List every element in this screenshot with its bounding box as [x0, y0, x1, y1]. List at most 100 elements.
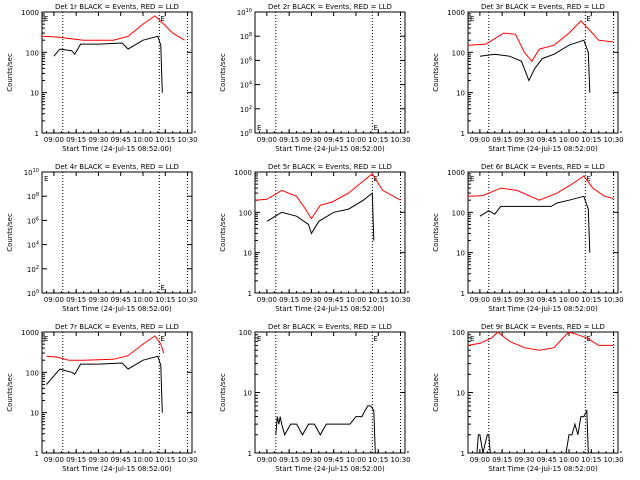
events-series-line [479, 39, 591, 93]
x-tick-label: 09:30 [88, 296, 108, 304]
y-axis-label: Counts/sec [6, 53, 14, 92]
x-tick-label: 10:30 [390, 456, 410, 464]
y-axis-label: Counts/sec [219, 53, 227, 92]
x-tick-label: 09:45 [324, 456, 344, 464]
event-marker: E [257, 124, 261, 132]
y-tick-label: 106 [27, 216, 39, 225]
y-axis-label: Counts/sec [6, 213, 14, 252]
event-marker: E [470, 335, 474, 343]
y-tick-label: 100 [26, 369, 39, 377]
y-tick-label: 1010 [237, 8, 252, 17]
event-marker: E [470, 175, 474, 183]
plot-frame [41, 171, 193, 294]
y-tick-label: 100 [26, 49, 39, 57]
x-axis-label: Start Time (24-Jul-15 08:52:00) [62, 465, 172, 473]
y-tick-label: 102 [240, 105, 252, 114]
x-tick-label: 09:30 [514, 296, 534, 304]
y-tick-label: 10 [243, 390, 252, 398]
x-axis-label: Start Time (24-Jul-15 08:52:00) [488, 305, 598, 313]
x-tick-label: 09:45 [324, 136, 344, 144]
y-axis-label: Counts/sec [432, 373, 440, 412]
lld-series-line [254, 173, 401, 220]
x-tick-label: 09:00 [44, 456, 64, 464]
x-tick-label: 09:30 [301, 456, 321, 464]
panel-title: Det 2r BLACK = Events, RED = LLD [268, 3, 392, 11]
plot-frame [467, 331, 619, 454]
x-tick-label: 09:15 [66, 296, 86, 304]
event-marker: E [44, 335, 48, 343]
y-tick-label: 1 [248, 290, 252, 298]
y-axis-label: Counts/sec [219, 213, 227, 252]
y-tick-label: 100 [239, 209, 252, 217]
x-tick-label: 10:15 [155, 136, 175, 144]
y-tick-label: 100 [240, 129, 252, 138]
event-marker: E [586, 15, 590, 23]
x-axis-label: Start Time (24-Jul-15 08:52:00) [275, 465, 385, 473]
y-tick-label: 1000 [447, 9, 465, 17]
x-tick-label: 10:00 [559, 456, 579, 464]
x-tick-label: 10:15 [581, 456, 601, 464]
x-tick-label: 09:45 [111, 136, 131, 144]
x-tick-label: 09:15 [492, 136, 512, 144]
x-tick-label: 09:00 [470, 296, 490, 304]
x-tick-label: 10:00 [559, 136, 579, 144]
y-tick-label: 10 [456, 390, 465, 398]
x-tick-label: 10:00 [346, 136, 366, 144]
panel-title: Det 6r BLACK = Events, RED = LLD [481, 163, 605, 171]
x-tick-label: 10:00 [133, 456, 153, 464]
event-marker: E [257, 335, 261, 343]
y-tick-label: 1 [248, 450, 252, 458]
x-tick-label: 09:30 [88, 456, 108, 464]
plot-frame [467, 11, 619, 134]
plot-frame [467, 171, 619, 294]
x-axis-label: Start Time (24-Jul-15 08:52:00) [62, 305, 172, 313]
x-tick-label: 10:30 [177, 456, 197, 464]
event-marker: E [44, 175, 48, 183]
events-series-line [266, 192, 375, 241]
y-axis-label: Counts/sec [432, 213, 440, 252]
y-tick-label: 10 [30, 90, 39, 98]
x-tick-label: 10:15 [368, 136, 388, 144]
x-tick-label: 09:00 [44, 296, 64, 304]
x-tick-label: 10:00 [133, 296, 153, 304]
x-tick-label: 09:30 [514, 456, 534, 464]
event-marker: E [373, 124, 377, 132]
plot-frame [254, 11, 406, 134]
lld-series-line [41, 15, 185, 41]
x-axis-label: Start Time (24-Jul-15 08:52:00) [488, 145, 598, 153]
x-axis-label: Start Time (24-Jul-15 08:52:00) [488, 465, 598, 473]
y-tick-label: 1 [35, 450, 39, 458]
y-tick-label: 10 [30, 410, 39, 418]
y-tick-label: 108 [240, 32, 252, 41]
event-marker: E [44, 15, 48, 23]
x-tick-label: 10:15 [368, 456, 388, 464]
x-tick-label: 10:30 [390, 136, 410, 144]
x-tick-label: 09:30 [514, 136, 534, 144]
y-tick-label: 1 [461, 130, 465, 138]
x-tick-label: 09:15 [279, 296, 299, 304]
x-axis-label: Start Time (24-Jul-15 08:52:00) [62, 145, 172, 153]
y-tick-label: 100 [27, 289, 39, 298]
panel-title: Det 8r BLACK = Events, RED = LLD [268, 323, 392, 331]
x-tick-label: 09:15 [492, 296, 512, 304]
x-tick-label: 10:00 [559, 296, 579, 304]
plot-frame [41, 331, 193, 454]
y-tick-label: 106 [240, 56, 252, 65]
x-tick-label: 09:15 [492, 456, 512, 464]
x-tick-label: 10:15 [155, 456, 175, 464]
x-tick-label: 09:45 [111, 456, 131, 464]
y-axis-label: Counts/sec [219, 373, 227, 412]
x-tick-label: 10:30 [603, 456, 623, 464]
events-series-line [46, 355, 163, 413]
y-tick-label: 1 [35, 130, 39, 138]
x-tick-label: 10:30 [390, 296, 410, 304]
y-tick-label: 100 [452, 329, 465, 337]
x-tick-label: 10:30 [177, 136, 197, 144]
plot-frame [254, 331, 406, 454]
x-tick-label: 09:30 [301, 136, 321, 144]
